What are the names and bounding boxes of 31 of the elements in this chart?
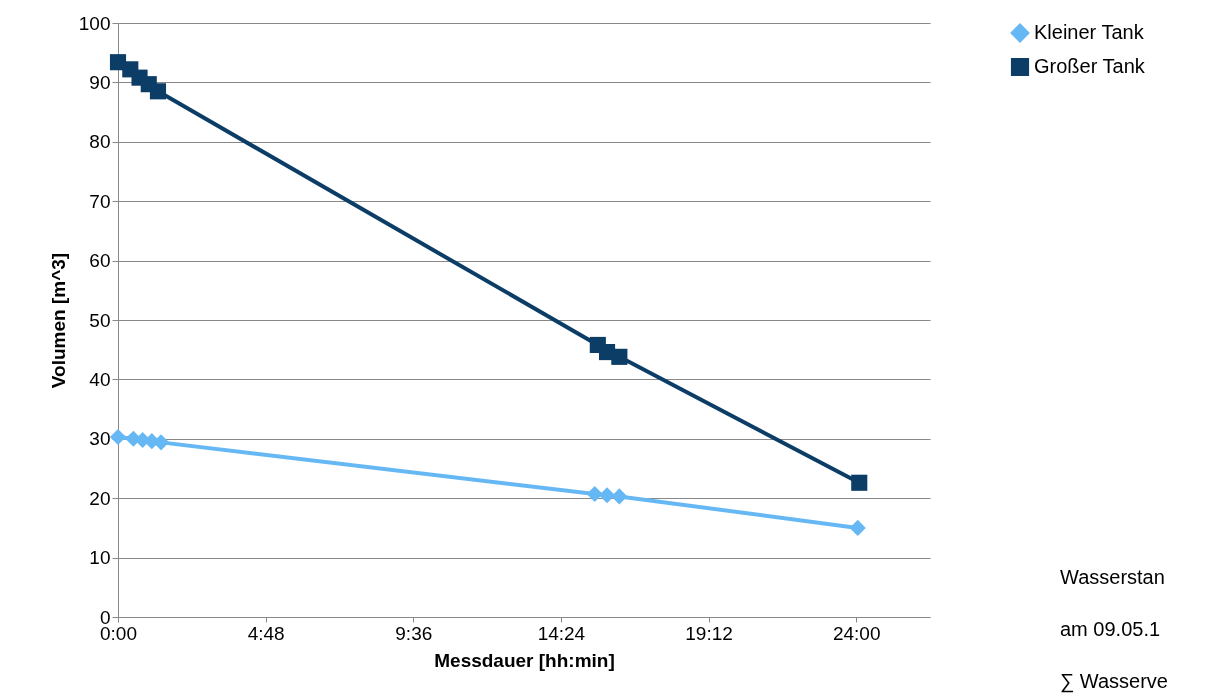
- text: ∑ Wasserve: [1060, 670, 1168, 693]
- point: [586, 485, 603, 503]
- point: [598, 487, 616, 504]
- y-tick-label: 50: [89, 309, 111, 331]
- point: [109, 428, 127, 446]
- y-axis-title: Volumen [m^3]: [47, 252, 69, 389]
- y-tick-label: 10: [89, 547, 111, 569]
- x-tick-label: 24:00: [832, 622, 881, 644]
- y-tick-label: 60: [89, 250, 111, 272]
- y-tick-label: 30: [89, 428, 111, 450]
- point: [849, 519, 866, 536]
- y-tick-label: 90: [89, 71, 111, 93]
- x-tick-label: 14:24: [537, 622, 586, 644]
- y-tick-label: 70: [89, 190, 111, 212]
- y-tick-label: 20: [89, 487, 111, 509]
- x-tick-label: 9:36: [395, 622, 433, 644]
- text: Wasserstan: [1060, 566, 1165, 588]
- point: [611, 348, 628, 365]
- legend-label: Großer Tank: [1034, 55, 1146, 77]
- point: [149, 83, 167, 100]
- y-tick-label: 80: [89, 131, 111, 153]
- x-tick-label: 4:48: [247, 622, 285, 644]
- legend-label: Kleiner Tank: [1034, 21, 1145, 43]
- point: [851, 474, 868, 491]
- y-tick-label: 40: [89, 368, 111, 390]
- x-axis-title: Messdauer [hh:min]: [434, 649, 615, 671]
- x-tick-label: 19:12: [685, 622, 733, 644]
- y-tick-label: 100: [78, 12, 111, 34]
- point: [611, 488, 628, 505]
- text: am 09.05.1: [1060, 618, 1161, 640]
- y-tick-label: 0: [99, 606, 111, 628]
